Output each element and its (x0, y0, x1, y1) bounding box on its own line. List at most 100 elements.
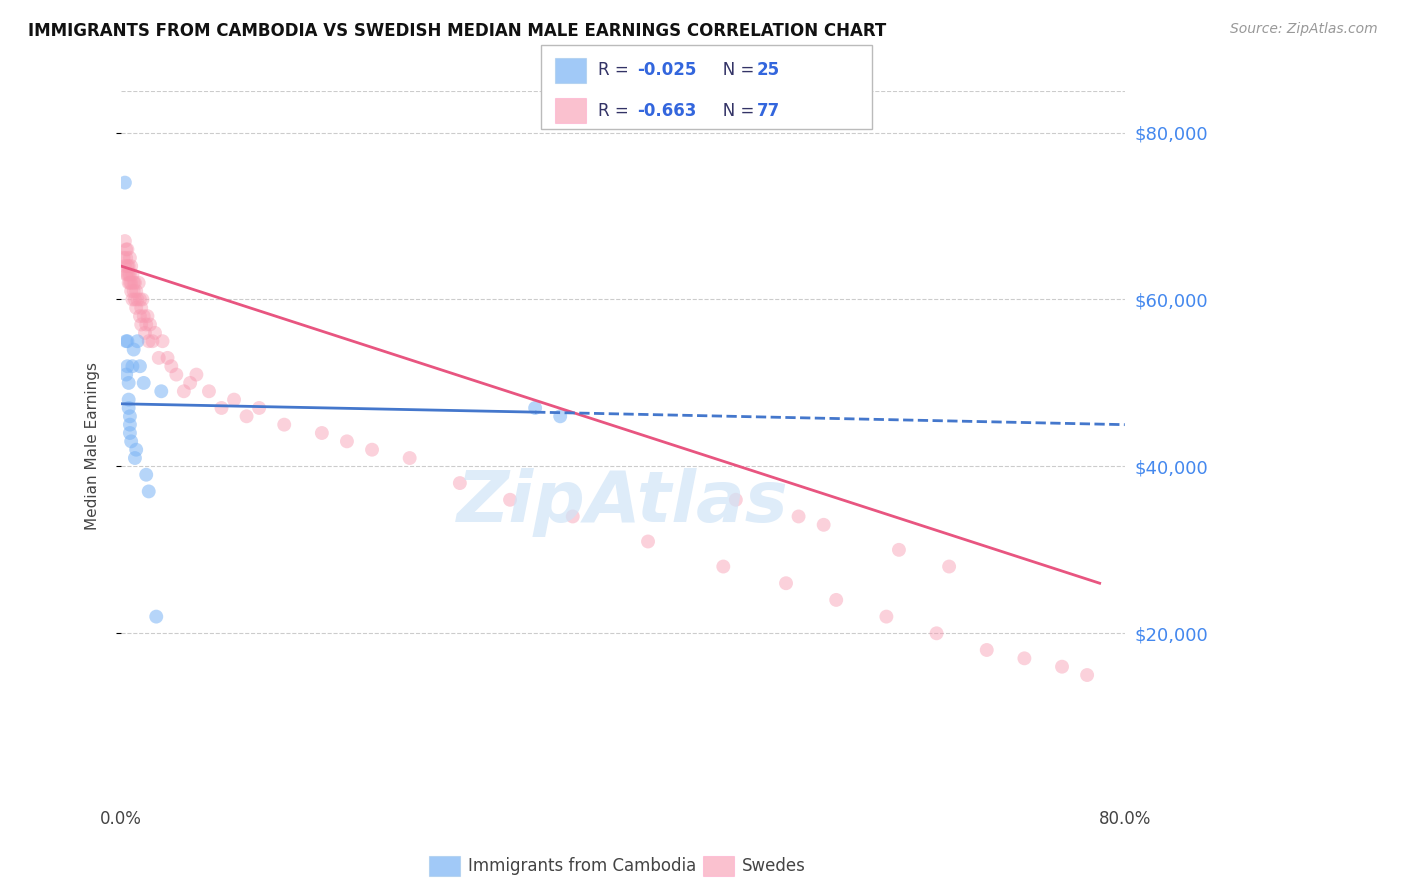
Point (125, 301, 148, 315)
Point (247, 401, 270, 415)
Point (179, 376, 201, 390)
Point (173, 384, 195, 399)
Point (198, 384, 221, 399)
Point (211, 401, 233, 415)
Point (114, 176, 136, 190)
Point (129, 359, 152, 374)
Point (117, 259, 139, 273)
Point (129, 318, 152, 332)
Point (787, 509, 810, 524)
Point (136, 309, 159, 323)
Point (156, 351, 179, 365)
Point (235, 409, 257, 424)
Point (124, 450, 146, 465)
Text: 77: 77 (756, 102, 780, 120)
Point (118, 376, 141, 390)
Point (127, 334, 149, 349)
Point (361, 442, 384, 457)
Point (125, 442, 148, 457)
Point (121, 293, 143, 307)
Point (124, 293, 146, 307)
Point (138, 334, 160, 349)
Text: R =: R = (598, 61, 634, 79)
Point (139, 318, 162, 332)
Point (118, 268, 141, 282)
Point (118, 251, 141, 265)
Text: N =: N = (707, 61, 759, 79)
Point (449, 476, 471, 491)
Point (711, 559, 734, 574)
Point (129, 293, 152, 307)
Point (122, 343, 145, 357)
Text: -0.663: -0.663 (637, 102, 696, 120)
Point (145, 609, 167, 624)
Point (135, 467, 157, 482)
Point (117, 359, 139, 374)
Point (114, 234, 136, 248)
Point (152, 334, 174, 349)
Point (127, 293, 149, 307)
Point (186, 368, 208, 382)
Point (117, 243, 139, 257)
Point (121, 268, 143, 282)
Point (141, 334, 163, 349)
Point (938, 559, 960, 574)
Point (273, 417, 295, 432)
Point (160, 359, 183, 374)
Point (524, 401, 547, 415)
Point (118, 268, 141, 282)
Point (825, 593, 848, 607)
Text: Source: ZipAtlas.com: Source: ZipAtlas.com (1230, 22, 1378, 37)
Text: 25: 25 (756, 61, 779, 79)
Point (120, 284, 142, 298)
Point (398, 450, 420, 465)
Point (118, 409, 141, 424)
Point (115, 243, 138, 257)
Point (976, 643, 998, 657)
Point (120, 434, 142, 449)
Point (115, 268, 138, 282)
Point (132, 309, 155, 323)
Point (135, 318, 157, 332)
Point (121, 359, 143, 374)
Point (148, 351, 170, 365)
Point (124, 276, 146, 290)
Text: IMMIGRANTS FROM CAMBODIA VS SWEDISH MEDIAN MALE EARNINGS CORRELATION CHART: IMMIGRANTS FROM CAMBODIA VS SWEDISH MEDI… (28, 22, 886, 40)
Point (122, 276, 145, 290)
Point (561, 509, 583, 524)
Point (125, 284, 148, 298)
Point (1076, 668, 1098, 682)
Text: N =: N = (707, 102, 759, 120)
Point (813, 517, 835, 532)
Point (118, 392, 141, 407)
Point (112, 251, 135, 265)
Point (118, 276, 141, 290)
Text: R =: R = (598, 102, 634, 120)
Point (925, 626, 948, 640)
Point (548, 409, 571, 424)
Point (118, 417, 141, 432)
Point (1050, 659, 1073, 673)
Point (775, 576, 797, 591)
Point (129, 301, 152, 315)
Point (118, 425, 141, 440)
Point (122, 284, 145, 298)
Text: -0.025: -0.025 (637, 61, 696, 79)
Point (115, 368, 138, 382)
Point (311, 425, 333, 440)
Point (131, 293, 153, 307)
Point (637, 534, 659, 549)
Text: Immigrants from Cambodia: Immigrants from Cambodia (468, 857, 696, 875)
Point (134, 326, 156, 340)
Point (499, 492, 522, 507)
Point (887, 542, 910, 557)
Point (118, 276, 141, 290)
Point (875, 609, 897, 624)
Point (143, 326, 166, 340)
Point (336, 434, 359, 449)
Point (128, 276, 150, 290)
Point (1014, 651, 1036, 665)
Text: Swedes: Swedes (742, 857, 806, 875)
Point (114, 259, 136, 273)
Point (222, 392, 245, 407)
